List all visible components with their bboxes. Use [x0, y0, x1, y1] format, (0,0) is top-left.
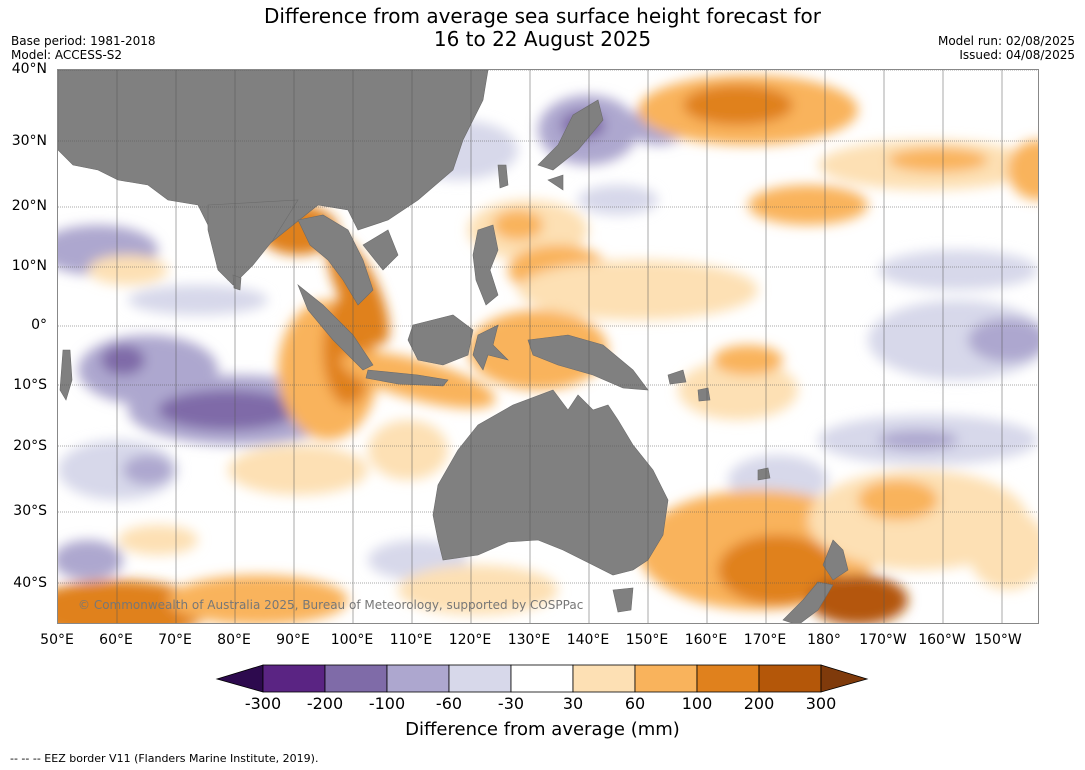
lon-label: 160°E	[684, 632, 728, 648]
base-period-text: Base period: 1981-2018	[11, 34, 156, 48]
lat-label: 10°N	[11, 258, 47, 274]
lon-label: 170°W	[859, 632, 907, 648]
colorbar-tick-label: -200	[306, 694, 344, 713]
lon-label: 170°E	[743, 632, 787, 648]
colorbar-tick-label: 60	[624, 694, 646, 713]
model-text: Model: ACCESS-S2	[11, 48, 123, 62]
colorbar-tick-label: -100	[368, 694, 406, 713]
lat-label: 30°S	[13, 503, 47, 519]
sea-surface-height-map	[57, 69, 1039, 624]
lon-label: 160°W	[918, 632, 966, 648]
colorbar-segment	[386, 664, 450, 693]
lat-label: 30°N	[11, 133, 47, 149]
colorbar-tick-label: 300	[805, 694, 837, 713]
eez-legend-note: -- -- -- EEZ border V11 (Flanders Marine…	[10, 752, 319, 765]
colorbar-extend-low	[215, 664, 264, 693]
colorbar-segment	[262, 664, 326, 693]
colorbar-tick-label: 200	[743, 694, 775, 713]
colorbar-segment	[510, 664, 574, 693]
model-run-text: Model run: 02/08/2025	[937, 34, 1075, 48]
lat-label: 40°N	[11, 61, 47, 77]
colorbar-tick-label: -300	[244, 694, 282, 713]
lat-label: 40°S	[13, 575, 47, 591]
lat-label: 0°	[31, 317, 47, 333]
lon-label: 180°	[807, 632, 841, 648]
map-svg	[58, 70, 1038, 623]
colorbar-tick-label: -30	[497, 694, 525, 713]
lon-label: 100°E	[330, 632, 374, 648]
lon-label: 70°E	[158, 632, 192, 648]
lon-label: 60°E	[99, 632, 133, 648]
land-masses	[58, 70, 849, 623]
lon-label: 80°E	[217, 632, 251, 648]
lat-label: 20°S	[13, 438, 47, 454]
colorbar-segment	[758, 664, 822, 693]
colorbar-tick-label: 100	[681, 694, 713, 713]
colorbar-segment	[634, 664, 698, 693]
colorbar-extend-high	[820, 664, 869, 693]
lon-label: 50°E	[40, 632, 74, 648]
map-title-line-2: 16 to 22 August 2025	[433, 27, 652, 51]
map-title-line-1: Difference from average sea surface heig…	[263, 4, 822, 28]
lon-label: 140°E	[566, 632, 610, 648]
lon-label: 90°E	[276, 632, 310, 648]
colorbar-segment	[448, 664, 512, 693]
colorbar-segment	[324, 664, 388, 693]
lat-label: 10°S	[13, 377, 47, 393]
lon-label: 110°E	[389, 632, 433, 648]
lat-label: 20°N	[11, 198, 47, 214]
colorbar-title: Difference from average (mm)	[405, 719, 680, 740]
colorbar	[215, 664, 869, 693]
lon-label: 150°W	[974, 632, 1022, 648]
colorbar-tick-label: -60	[435, 694, 463, 713]
lon-label: 150°E	[625, 632, 669, 648]
colorbar-segment	[696, 664, 760, 693]
lon-label: 130°E	[507, 632, 551, 648]
lon-label: 120°E	[448, 632, 492, 648]
issued-text: Issued: 04/08/2025	[959, 48, 1075, 62]
copyright-text: © Commonwealth of Australia 2025, Bureau…	[78, 598, 584, 612]
colorbar-tick-label: 30	[562, 694, 584, 713]
colorbar-segment	[572, 664, 636, 693]
graticule	[58, 70, 1038, 623]
